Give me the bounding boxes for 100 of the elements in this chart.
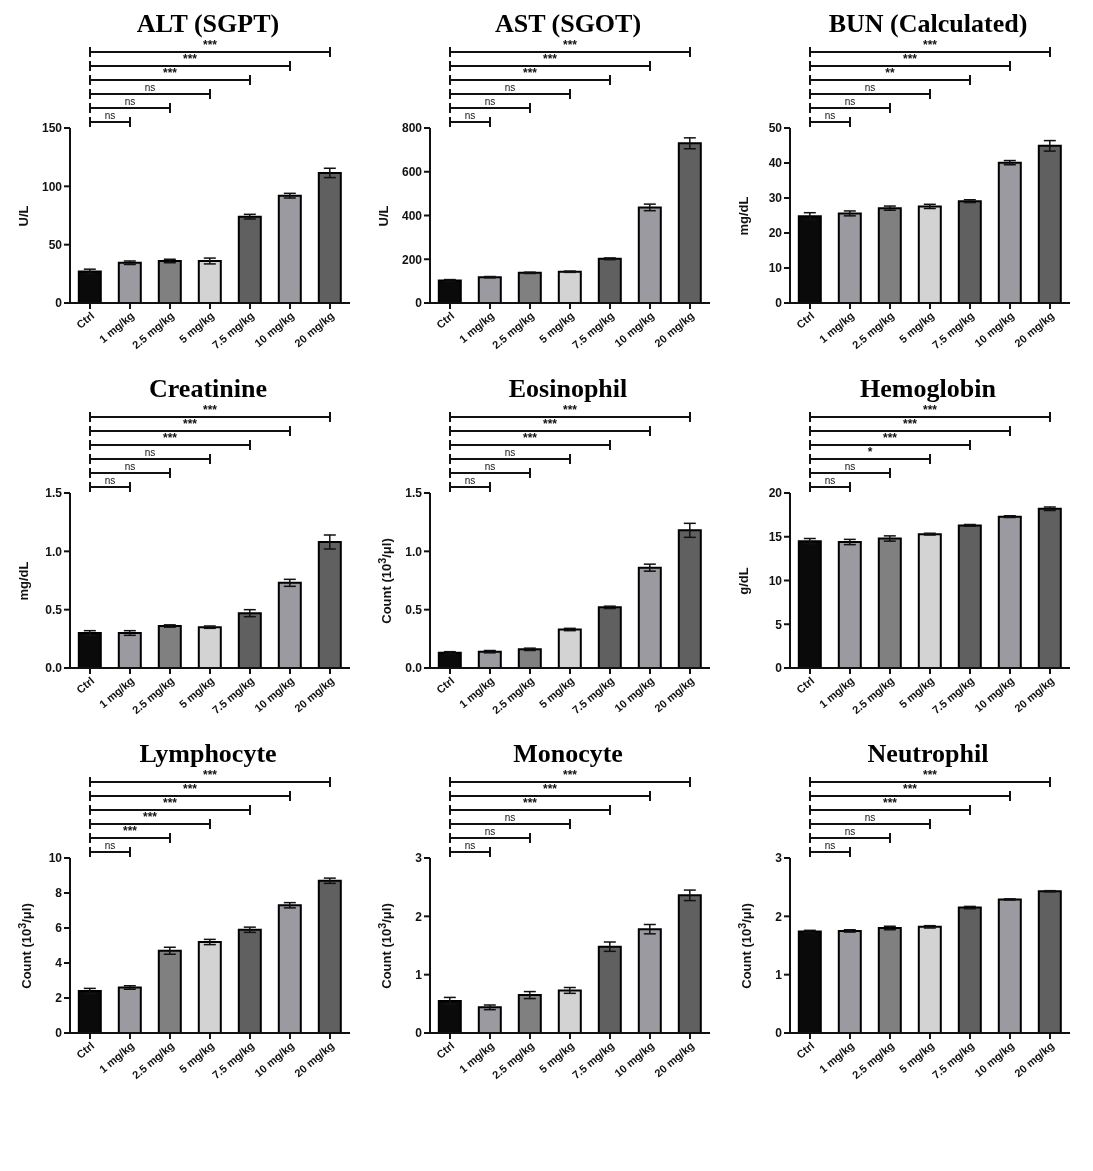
x-tick-label: Ctrl (74, 674, 97, 696)
bar (1037, 144, 1062, 303)
bar (157, 949, 182, 1033)
y-tick-label: 2 (55, 991, 63, 1006)
y-tick-label: 0.5 (405, 602, 423, 617)
x-tick-label: Ctrl (434, 1039, 457, 1061)
bar (597, 606, 622, 668)
bar (157, 625, 182, 668)
y-tick-label: 1.0 (45, 544, 63, 559)
y-tick-label: 0 (775, 661, 783, 676)
bar (637, 206, 662, 303)
bar (917, 533, 942, 668)
y-tick-label: 6 (55, 921, 63, 936)
bar (1037, 890, 1062, 1033)
x-tick-label: Ctrl (794, 1039, 817, 1061)
y-axis-title: U/L (376, 205, 391, 226)
bar (117, 261, 142, 303)
bar (237, 928, 262, 1033)
y-tick-label: 0 (775, 1026, 783, 1041)
y-tick-label: 50 (48, 237, 63, 252)
bar (677, 529, 702, 668)
y-tick-label: 10 (768, 573, 783, 588)
y-tick-label: 1.5 (45, 486, 63, 501)
bar (997, 898, 1022, 1033)
x-tick-label: Ctrl (74, 309, 97, 331)
bar (1037, 507, 1062, 668)
x-tick-label: Ctrl (434, 309, 457, 331)
y-tick-label: 600 (401, 165, 423, 180)
y-tick-label: 0.5 (45, 602, 63, 617)
y-tick-label: 200 (401, 252, 423, 267)
chart-title: Creatinine (148, 373, 268, 405)
bar (597, 257, 622, 303)
chart-title: Lymphocyte (138, 738, 278, 770)
bar (557, 989, 582, 1033)
y-tick-label: 2 (775, 909, 783, 924)
bar (517, 271, 542, 303)
y-tick-label: 0 (415, 1026, 423, 1041)
bar (957, 906, 982, 1033)
bar (677, 894, 702, 1033)
bar (557, 628, 582, 668)
bar (997, 161, 1022, 303)
y-tick-label: 10 (48, 851, 63, 866)
y-tick-label: 0.0 (405, 661, 423, 676)
bar (477, 276, 502, 303)
y-tick-label: 1.0 (405, 544, 423, 559)
chart-title: ALT (SGPT) (135, 8, 281, 40)
bar (917, 205, 942, 303)
bar (877, 207, 902, 303)
bar (237, 215, 262, 303)
y-tick-label: 800 (401, 121, 423, 136)
bar (637, 566, 662, 668)
y-tick-label: 20 (768, 486, 783, 501)
bar (317, 171, 342, 303)
chart-title: Hemoglobin (859, 373, 997, 405)
y-tick-label: 0 (55, 1026, 63, 1041)
bar (837, 929, 862, 1033)
bar (557, 270, 582, 303)
y-tick-label: 1 (415, 967, 423, 982)
bar (637, 928, 662, 1033)
y-tick-label: 0 (415, 296, 423, 311)
y-tick-label: 0 (775, 296, 783, 311)
chart-title: Monocyte (512, 738, 624, 770)
bar (197, 260, 222, 303)
y-tick-label: 3 (775, 851, 783, 866)
bar (277, 904, 302, 1033)
bar (917, 925, 942, 1033)
chart-title: AST (SGOT) (493, 8, 643, 40)
bar (517, 648, 542, 668)
y-tick-label: 150 (41, 121, 63, 136)
y-tick-label: 400 (401, 208, 423, 223)
y-axis-title: g/dL (736, 566, 751, 595)
x-tick-label: Ctrl (74, 1039, 97, 1061)
y-tick-label: 5 (775, 617, 783, 632)
x-tick-label: Ctrl (794, 309, 817, 331)
y-tick-label: 100 (41, 179, 63, 194)
bar (117, 632, 142, 668)
bar (517, 994, 542, 1033)
chart-title: Neutrophil (866, 738, 990, 770)
y-tick-label: 4 (55, 956, 63, 971)
bar (157, 260, 182, 303)
y-axis-title: mg/dL (736, 196, 751, 235)
y-tick-label: 3 (415, 851, 423, 866)
x-tick-label: Ctrl (434, 674, 457, 696)
bar (317, 541, 342, 668)
bar (277, 581, 302, 668)
y-tick-label: 0 (55, 296, 63, 311)
bar (677, 142, 702, 303)
bar (837, 212, 862, 303)
bar (957, 200, 982, 303)
bar (237, 612, 262, 668)
y-tick-label: 1 (775, 967, 783, 982)
y-tick-label: 10 (768, 261, 783, 276)
bar (317, 879, 342, 1033)
chart-title: BUN (Calculated) (827, 8, 1029, 40)
bar (877, 927, 902, 1033)
bar (597, 945, 622, 1033)
y-tick-label: 2 (415, 909, 423, 924)
y-axis-title: mg/dL (16, 561, 31, 600)
y-tick-label: 1.5 (405, 486, 423, 501)
bar (877, 537, 902, 668)
